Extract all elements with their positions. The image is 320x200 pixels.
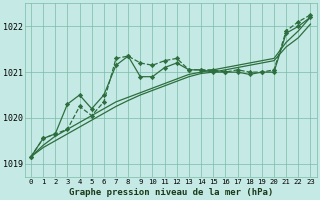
X-axis label: Graphe pression niveau de la mer (hPa): Graphe pression niveau de la mer (hPa): [68, 188, 273, 197]
